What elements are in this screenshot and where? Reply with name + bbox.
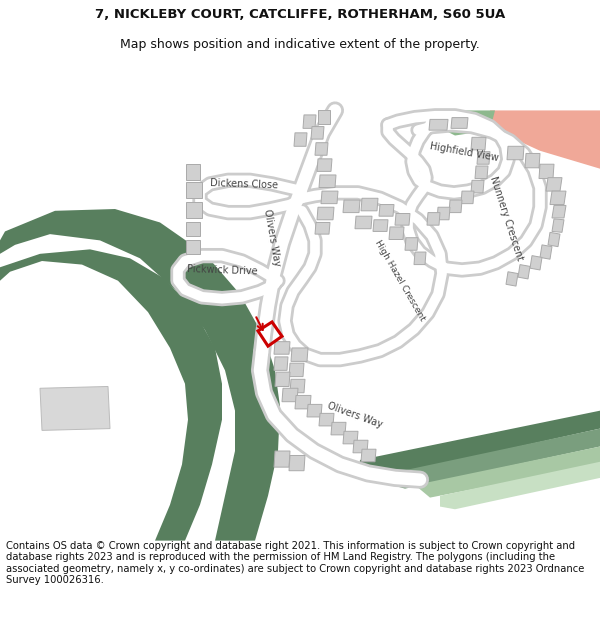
- Polygon shape: [379, 204, 394, 216]
- Polygon shape: [186, 222, 200, 236]
- Polygon shape: [319, 175, 336, 188]
- Polygon shape: [290, 379, 305, 392]
- Polygon shape: [477, 152, 490, 164]
- Polygon shape: [518, 264, 530, 279]
- Polygon shape: [475, 166, 488, 179]
- Polygon shape: [539, 164, 554, 179]
- Polygon shape: [321, 191, 338, 204]
- Polygon shape: [440, 462, 600, 509]
- Text: 7, NICKLEBY COURT, CATCLIFFE, ROTHERHAM, S60 5UA: 7, NICKLEBY COURT, CATCLIFFE, ROTHERHAM,…: [95, 8, 505, 21]
- Polygon shape: [449, 200, 462, 212]
- Polygon shape: [343, 431, 358, 444]
- Polygon shape: [289, 363, 304, 377]
- Text: Contains OS data © Crown copyright and database right 2021. This information is : Contains OS data © Crown copyright and d…: [6, 541, 584, 586]
- Text: Dickens Close: Dickens Close: [210, 177, 278, 190]
- Text: Map shows position and indicative extent of the property.: Map shows position and indicative extent…: [120, 38, 480, 51]
- Polygon shape: [186, 182, 202, 198]
- Polygon shape: [289, 456, 305, 471]
- Polygon shape: [437, 208, 450, 220]
- Text: Olivers Way: Olivers Way: [326, 401, 384, 430]
- Polygon shape: [552, 219, 564, 232]
- Polygon shape: [507, 146, 524, 160]
- Polygon shape: [318, 111, 330, 124]
- Polygon shape: [307, 404, 322, 417]
- Polygon shape: [353, 440, 368, 452]
- Polygon shape: [274, 342, 290, 354]
- Polygon shape: [282, 388, 298, 402]
- Polygon shape: [427, 213, 440, 225]
- Polygon shape: [0, 249, 222, 541]
- Polygon shape: [40, 386, 110, 431]
- Polygon shape: [319, 413, 334, 426]
- Polygon shape: [358, 411, 600, 479]
- Polygon shape: [317, 208, 334, 220]
- Polygon shape: [373, 220, 388, 231]
- Polygon shape: [414, 252, 426, 264]
- Polygon shape: [311, 127, 324, 139]
- Polygon shape: [451, 118, 468, 128]
- Polygon shape: [548, 232, 560, 247]
- Polygon shape: [550, 191, 566, 204]
- Polygon shape: [552, 206, 566, 218]
- Polygon shape: [274, 357, 288, 371]
- Polygon shape: [355, 216, 372, 229]
- Polygon shape: [389, 227, 404, 239]
- Polygon shape: [506, 272, 518, 286]
- Polygon shape: [530, 256, 542, 270]
- Polygon shape: [0, 209, 280, 541]
- Text: Nunnery Crescent: Nunnery Crescent: [488, 174, 524, 261]
- Polygon shape: [343, 200, 360, 212]
- Polygon shape: [275, 372, 290, 386]
- Polygon shape: [395, 214, 410, 225]
- Text: Highfield View: Highfield View: [429, 141, 499, 162]
- Polygon shape: [546, 177, 562, 191]
- Polygon shape: [317, 159, 332, 171]
- Polygon shape: [295, 396, 311, 409]
- Polygon shape: [405, 238, 418, 250]
- Polygon shape: [274, 451, 290, 467]
- Polygon shape: [291, 348, 308, 361]
- Polygon shape: [461, 191, 474, 204]
- Polygon shape: [490, 111, 600, 169]
- Polygon shape: [525, 154, 540, 168]
- Text: Pickwick Drive: Pickwick Drive: [187, 264, 257, 276]
- Polygon shape: [471, 181, 484, 193]
- Polygon shape: [186, 164, 200, 181]
- Text: Olivers Way: Olivers Way: [262, 208, 282, 267]
- Polygon shape: [315, 142, 328, 155]
- Polygon shape: [540, 245, 552, 259]
- Polygon shape: [361, 198, 378, 211]
- Polygon shape: [186, 241, 200, 254]
- Polygon shape: [303, 115, 316, 128]
- Text: High Hazel Crescent: High Hazel Crescent: [373, 239, 427, 322]
- Polygon shape: [361, 449, 376, 462]
- Polygon shape: [294, 133, 307, 146]
- Polygon shape: [429, 119, 448, 130]
- Polygon shape: [390, 429, 600, 489]
- Polygon shape: [186, 202, 202, 218]
- Polygon shape: [315, 222, 330, 234]
- Polygon shape: [415, 446, 600, 498]
- Polygon shape: [471, 138, 486, 150]
- Polygon shape: [331, 422, 346, 435]
- Polygon shape: [430, 111, 495, 136]
